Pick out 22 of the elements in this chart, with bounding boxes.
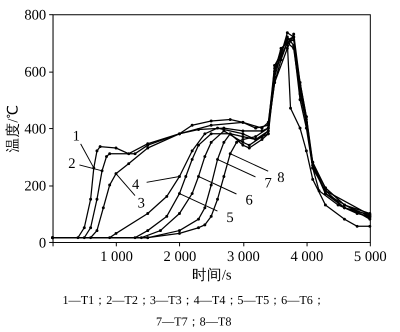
text: 7 xyxy=(264,176,272,192)
series-label: 3 xyxy=(138,196,145,212)
y-tick-label: 800 xyxy=(24,8,46,24)
x-tick-label: 2 000 xyxy=(164,248,196,265)
x-tick-label: 3 000 xyxy=(227,248,260,265)
series-label: 8 xyxy=(277,170,284,186)
y-tick-label: 200 xyxy=(24,178,46,194)
series-label: 1 xyxy=(72,128,80,145)
text: 7—T7；8—T8 xyxy=(156,314,232,329)
x-tick-label: 1 000 xyxy=(100,248,133,265)
text: 1—T1；2—T2；3—T3；4—T4；5—T5；6—T6； xyxy=(62,293,325,308)
text: 5 xyxy=(226,210,234,226)
y-tick-label: 0 xyxy=(38,235,46,252)
y-axis-title: 温度/℃ xyxy=(4,104,22,153)
x-tick-label: 4 000 xyxy=(290,248,324,265)
y-tick-label: 400 xyxy=(24,121,46,138)
series-label: 2 xyxy=(68,156,76,172)
y-tick-label: 600 xyxy=(24,64,46,80)
x-tick-label: 5 000 xyxy=(354,248,387,265)
series-label: 4 xyxy=(132,177,140,194)
text: 6 xyxy=(245,192,253,209)
x-axis-title: 时间/s xyxy=(192,266,232,284)
